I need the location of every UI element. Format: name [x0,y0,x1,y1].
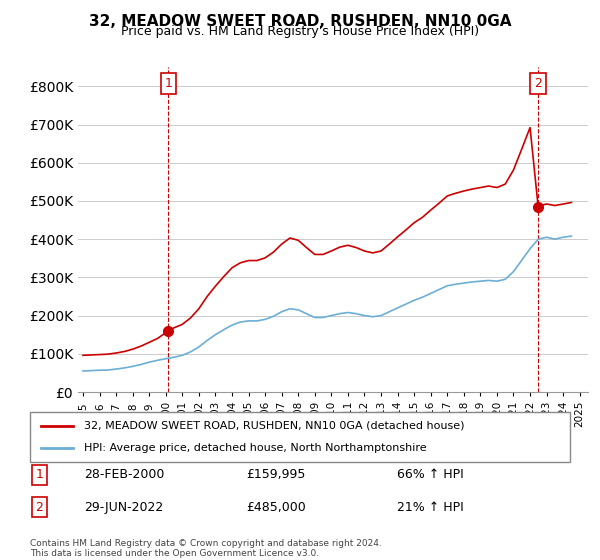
Text: £159,995: £159,995 [246,468,305,482]
Text: 32, MEADOW SWEET ROAD, RUSHDEN, NN10 0GA (detached house): 32, MEADOW SWEET ROAD, RUSHDEN, NN10 0GA… [84,421,464,431]
Text: 1: 1 [35,468,43,482]
Text: 66% ↑ HPI: 66% ↑ HPI [397,468,464,482]
Text: 29-JUN-2022: 29-JUN-2022 [84,501,163,514]
FancyBboxPatch shape [30,412,570,462]
Text: £485,000: £485,000 [246,501,306,514]
Text: 28-FEB-2000: 28-FEB-2000 [84,468,164,482]
Text: HPI: Average price, detached house, North Northamptonshire: HPI: Average price, detached house, Nort… [84,443,427,453]
Text: 1: 1 [164,77,172,90]
Text: 32, MEADOW SWEET ROAD, RUSHDEN, NN10 0GA: 32, MEADOW SWEET ROAD, RUSHDEN, NN10 0GA [89,14,511,29]
Text: 2: 2 [35,501,43,514]
Text: 21% ↑ HPI: 21% ↑ HPI [397,501,464,514]
Text: 2: 2 [534,77,542,90]
Text: Contains HM Land Registry data © Crown copyright and database right 2024.
This d: Contains HM Land Registry data © Crown c… [30,539,382,558]
Text: Price paid vs. HM Land Registry's House Price Index (HPI): Price paid vs. HM Land Registry's House … [121,25,479,38]
